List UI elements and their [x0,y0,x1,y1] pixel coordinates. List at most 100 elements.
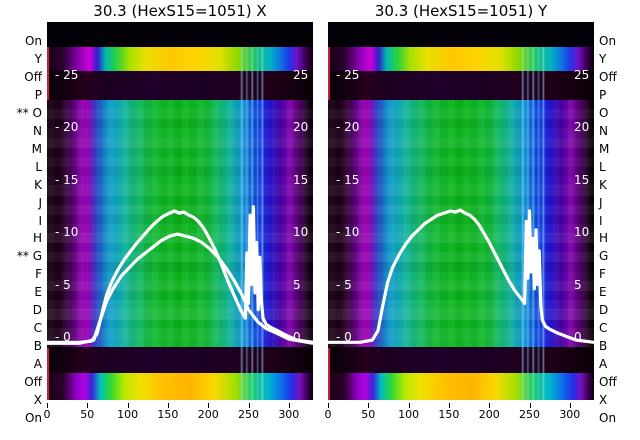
y-tick-label-mirror: 0 [293,330,301,344]
axis-category-text: F [35,267,42,282]
heatmap-plot-area[interactable] [47,22,313,400]
x-tick-mark [448,403,450,408]
panel-x: 30.3 (HexS15=1051) X - 0 - 5 - 10 - 15 - 20 -… [44,0,313,440]
y-tick-label: - 20 [336,120,360,134]
axis-category-label-x: X [599,394,607,406]
axis-category-label-h: H [33,232,42,244]
axis-category-text: On [599,34,617,48]
x-tick-mark [167,403,169,408]
axis-category-text: P [599,87,607,102]
x-tick-label: 150 [438,408,460,421]
x-tick-label: 100 [117,408,139,421]
right-axis-label-column: On Y Off P O N M L K J I H G F E D C B A Off X On [596,0,640,440]
y-tick-label: - 15 [55,172,79,187]
y-tick-label: - 10 [336,225,360,239]
y-tick-label-mirror: 15 [293,172,309,187]
y-tick-label-mirror: 10 [574,225,590,239]
x-tick-label: 300 [559,408,581,421]
x-tick-mark [328,403,329,408]
axis-category-text: On [24,34,42,48]
axis-category-label-b: B [34,340,42,352]
x-axis: 0 50 100 150 200 250 300 [324,403,594,433]
axis-category-label-c: C [599,322,607,334]
axis-category-label-o: ** O [17,107,42,119]
axis-category-label-b: B [599,340,607,352]
axis-category-label-on: On [599,35,616,47]
trace-overlay [47,205,313,345]
axis-category-label-e: E [34,286,42,298]
axis-category-text: K [34,177,42,192]
x-tick-label: 50 [361,408,376,421]
panel-x-title: 30.3 (HexS15=1051) X [93,2,267,20]
axis-category-label-off: Off [24,376,42,388]
axis-category-label-f: F [35,268,42,280]
left-axis-label-column: On Y Off P ** O N M L K J I H ** G F E D C B A Off X On [0,0,44,440]
y-tick-label-mirror: 20 [574,120,590,134]
axis-category-text: Y [599,51,607,66]
axis-category-text: Off [599,375,617,390]
axis-category-text: X [33,393,42,407]
axis-category-text: Off [599,69,617,84]
y-tick-label: - 20 [55,120,79,134]
x-tick-label: 0 [324,408,332,421]
trace-line [328,208,594,344]
axis-category-text: G [599,249,609,264]
axis-category-label-a: A [34,358,42,370]
axis-category-label-i: I [38,215,42,227]
x-tick-mark [529,403,531,408]
axis-category-label-e: E [599,286,607,298]
axis-category-text: F [599,267,606,282]
axis-category-text: H [599,231,609,246]
heatmap-plot-area[interactable] [328,22,594,400]
y-tick-label: - 25 [55,67,79,82]
trace-line [47,205,313,344]
axis-category-label-g: ** G [17,250,42,262]
axis-category-marker: ** [16,105,33,120]
axis-category-label-o: O [599,107,608,119]
x-tick-label: 300 [278,408,300,421]
axis-category-label-c: C [34,322,42,334]
y-tick-label: - 15 [336,172,360,187]
heatmap-left-edge-sliver [47,347,49,400]
axis-category-text: N [599,123,608,138]
axis-category-text: On [599,410,617,425]
axis-category-text: Off [24,69,42,84]
panel-y-title: 30.3 (HexS15=1051) Y [374,2,548,20]
y-tick-label-mirror: 15 [574,172,590,187]
axis-category-label-d: D [599,304,608,316]
y-tick-label: - 5 [336,277,352,292]
panel-y: 30.3 (HexS15=1051) Y - 0 - 5 - 10 - 15 - 20 -… [324,0,594,440]
x-tick-mark [87,403,89,408]
axis-category-text: A [599,357,608,372]
axis-category-label-m: M [599,143,609,155]
x-tick-mark [47,403,48,408]
y-tick-label-mirror: 20 [293,120,309,134]
axis-category-text: H [32,231,42,246]
axis-category-label-on: On [25,35,42,47]
axis-category-text: D [32,303,42,318]
axis-category-label-m: M [32,143,42,155]
axis-category-label-d: D [33,304,42,316]
axis-category-text: A [33,357,42,372]
axis-category-text: I [38,213,42,228]
axis-category-text: G [32,249,42,264]
axis-category-text: M [599,141,610,156]
axis-category-label-k: K [34,179,42,191]
x-tick-label: 250 [238,408,259,421]
axis-category-text: I [599,213,603,228]
x-tick-mark [368,403,370,408]
axis-category-label-h: H [599,232,608,244]
axis-category-text: E [599,285,607,300]
x-tick-label: 50 [80,408,95,421]
x-tick-mark [127,403,129,408]
axis-category-text: L [599,159,606,174]
axis-category-text: Y [34,51,42,66]
trace-overlay [328,208,594,344]
x-tick-label: 150 [157,408,179,421]
axis-category-text: N [33,123,42,138]
x-tick-mark [248,403,250,408]
axis-category-text: O [32,105,42,120]
x-axis: 0 50 100 150 200 250 300 [44,403,313,433]
axis-category-label-a: A [599,358,607,370]
